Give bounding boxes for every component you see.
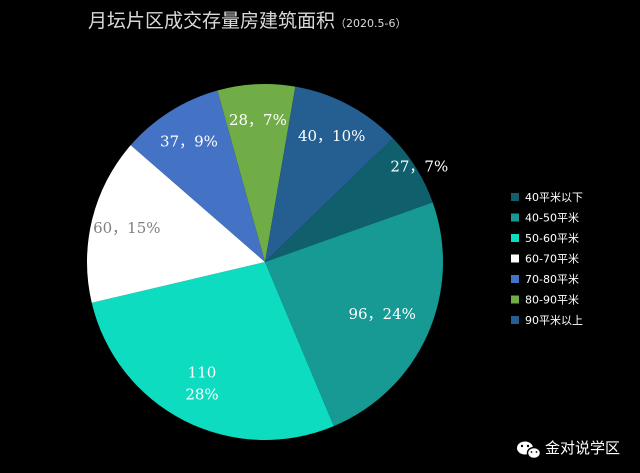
legend-swatch: [511, 254, 519, 263]
watermark-text: 金对说学区: [545, 439, 620, 457]
legend-item: 70-80平米: [511, 273, 579, 286]
watermark: 金对说学区: [517, 439, 620, 460]
pie-slice-4: [130, 90, 265, 262]
pie-slice-1: [265, 202, 444, 427]
pie-slice-3: [87, 145, 266, 303]
legend-swatch: [511, 295, 519, 304]
pie-data-labels: 27，7% 96，24% 110 28% 60，15% 37，9% 28，7% 40，10%: [93, 111, 448, 404]
chart-legend: 40平米以下 40-50平米 50-60平米 60-70平米 70-80平米 80-90平…: [511, 191, 583, 327]
slice-data-label: 60，15%: [93, 219, 160, 237]
slice-data-label: 110 28%: [185, 364, 218, 404]
legend-label: 70-80平米: [525, 273, 579, 286]
legend-item: 60-70平米: [511, 253, 579, 266]
pie-slices: [87, 84, 444, 441]
slice-data-label: 27，7%: [390, 157, 448, 175]
pie-slice-6: [265, 86, 394, 262]
legend-label: 50-60平米: [525, 232, 579, 245]
slice-data-label: 28，7%: [229, 111, 287, 129]
legend-label: 80-90平米: [525, 294, 579, 307]
slice-data-label: 37，9%: [160, 133, 218, 151]
wechat-icon: [517, 441, 542, 460]
legend-swatch: [511, 213, 519, 222]
legend-item: 50-60平米: [511, 232, 579, 245]
legend-item: 90平米以上: [511, 314, 583, 327]
legend-item: 40平米以下: [511, 191, 583, 204]
legend-item: 40-50平米: [511, 212, 579, 225]
legend-swatch: [511, 193, 519, 201]
legend-swatch: [511, 234, 519, 242]
pie-slice-2: [91, 262, 334, 441]
slice-data-label: 40，10%: [298, 127, 365, 145]
slice-data-label: 96，24%: [348, 305, 415, 323]
chart-title: 月坛片区成交存量房建筑面积（2020.5-6）: [88, 10, 406, 32]
legend-swatch: [511, 275, 519, 283]
legend-label: 90平米以上: [525, 314, 583, 327]
legend-swatch: [511, 316, 519, 324]
legend-item: 80-90平米: [511, 294, 579, 307]
legend-label: 40平米以下: [525, 191, 583, 204]
pie-slice-5: [217, 84, 296, 262]
legend-label: 40-50平米: [525, 212, 579, 225]
pie-slice-0: [265, 138, 433, 262]
chart-title-text: 月坛片区成交存量房建筑面积: [88, 10, 335, 32]
chart-subtitle: （2020.5-6）: [335, 17, 406, 30]
svg-text:月坛片区成交存量房建筑面积（2020.5-6）: 月坛片区成交存量房建筑面积（2020.5-6）: [88, 10, 406, 32]
legend-label: 60-70平米: [525, 253, 579, 266]
